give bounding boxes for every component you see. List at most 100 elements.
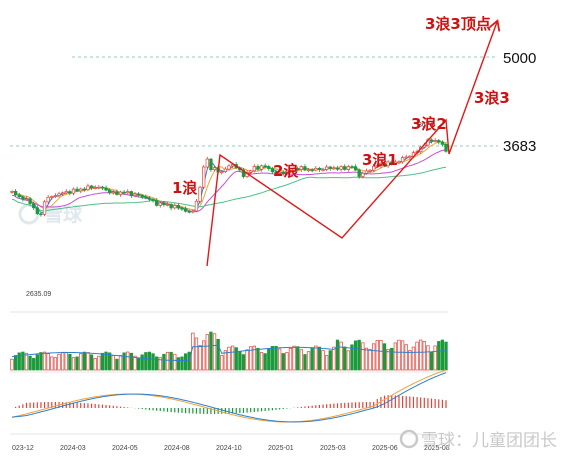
candle-body bbox=[379, 163, 383, 167]
ma60-line bbox=[11, 166, 447, 212]
candle-body bbox=[368, 169, 372, 172]
candle-body bbox=[339, 166, 343, 170]
candle-body bbox=[42, 201, 47, 215]
candle-body bbox=[408, 155, 412, 158]
volume-bar bbox=[245, 349, 249, 371]
volume-bar bbox=[393, 342, 398, 371]
watermark-center-text: 雪球 bbox=[44, 203, 83, 226]
grid bbox=[10, 311, 448, 435]
volume-bar bbox=[17, 352, 21, 371]
volume-bar bbox=[144, 352, 148, 371]
volume-bar bbox=[411, 346, 416, 371]
candle-body bbox=[198, 186, 202, 202]
wave-3-1-label: 3浪1 bbox=[362, 151, 398, 169]
candle-body bbox=[335, 167, 340, 170]
volume-bar bbox=[256, 347, 260, 371]
candle-body bbox=[13, 190, 18, 196]
candle-body bbox=[147, 197, 152, 200]
volume-bar bbox=[400, 340, 405, 371]
volume-bar bbox=[155, 356, 159, 371]
volume-bar bbox=[140, 354, 144, 371]
watermark-corner: 雪球：儿童团团长 bbox=[399, 429, 557, 451]
volume-bar bbox=[13, 355, 18, 371]
candle-body bbox=[343, 166, 347, 170]
volume-bar bbox=[437, 341, 441, 371]
volume-bar bbox=[111, 355, 115, 371]
candle-body bbox=[306, 169, 311, 172]
volume-bar bbox=[263, 353, 267, 371]
candle-body bbox=[133, 193, 137, 197]
volume-bar bbox=[415, 341, 419, 371]
volume-bar bbox=[169, 351, 173, 371]
candle-body bbox=[256, 165, 260, 170]
volume-bar bbox=[274, 345, 278, 371]
volume-bar bbox=[252, 345, 256, 371]
volume-bar bbox=[281, 353, 285, 371]
candle-body bbox=[169, 204, 173, 209]
volume-bar bbox=[292, 345, 296, 371]
volume-bar bbox=[165, 351, 170, 371]
candle-body bbox=[46, 196, 50, 203]
macd-dif-line bbox=[11, 369, 447, 423]
candle-body bbox=[393, 161, 398, 164]
watermark-corner-text: 雪球：儿童团团长 bbox=[421, 431, 557, 451]
candle-body bbox=[82, 188, 86, 191]
volume-bar bbox=[299, 349, 303, 371]
volume-bar bbox=[21, 351, 25, 371]
candle-body bbox=[353, 166, 358, 171]
low-price-marker: 2635.09 bbox=[26, 291, 51, 298]
volume-bar bbox=[209, 331, 213, 371]
candle-body bbox=[107, 189, 112, 193]
candle-body bbox=[86, 185, 90, 191]
volume-bar bbox=[335, 339, 340, 371]
candle-body bbox=[310, 169, 314, 172]
volume-bar bbox=[397, 339, 401, 371]
candle-body bbox=[220, 171, 224, 174]
candle-body bbox=[241, 169, 246, 177]
candle-body bbox=[212, 167, 217, 171]
candle-body bbox=[317, 167, 322, 171]
candle-body bbox=[28, 198, 32, 204]
candle-body bbox=[162, 202, 166, 206]
wave-3-3-label: 3浪3 bbox=[474, 89, 510, 107]
x-tick-label: 2024-10 bbox=[216, 445, 242, 452]
candle-body bbox=[64, 191, 68, 194]
candle-body bbox=[444, 144, 448, 152]
volume-bar bbox=[328, 350, 332, 371]
candle-body bbox=[180, 207, 184, 210]
volume-bar bbox=[162, 353, 166, 371]
candle-body bbox=[249, 170, 253, 173]
volume-bar bbox=[426, 345, 430, 371]
candle-body bbox=[60, 192, 65, 195]
macd-panel bbox=[11, 369, 447, 423]
candle-body bbox=[118, 191, 123, 195]
volume-bar bbox=[118, 355, 123, 371]
candle-body bbox=[57, 193, 61, 196]
candle-body bbox=[437, 140, 441, 143]
candle-body bbox=[176, 205, 181, 209]
volume-bar bbox=[317, 346, 322, 371]
volume-bar bbox=[372, 343, 376, 371]
x-tick-label: 2024-03 bbox=[60, 445, 86, 452]
ma20-line bbox=[11, 149, 447, 213]
volume-bar bbox=[216, 338, 220, 371]
high-price-marker: 3674 bbox=[418, 122, 434, 129]
candle-body bbox=[17, 194, 21, 198]
candle-body bbox=[285, 170, 289, 175]
candle-body bbox=[35, 207, 39, 215]
candle-body bbox=[227, 165, 231, 170]
candle-body bbox=[350, 166, 354, 168]
candle-body bbox=[292, 168, 296, 172]
candle-body bbox=[277, 171, 282, 174]
candle-body bbox=[433, 140, 437, 142]
x-tick-label: 2025-01 bbox=[268, 445, 294, 452]
volume-bar bbox=[53, 357, 58, 371]
candle-body bbox=[386, 161, 390, 167]
volume-bar bbox=[89, 354, 94, 371]
volume-bar bbox=[122, 352, 126, 371]
volume-bar bbox=[230, 345, 235, 371]
volume-bar bbox=[220, 355, 224, 371]
volume-bar bbox=[296, 346, 300, 371]
wave-3-2-label: 3浪2 bbox=[411, 115, 447, 133]
candle-body bbox=[267, 166, 271, 169]
